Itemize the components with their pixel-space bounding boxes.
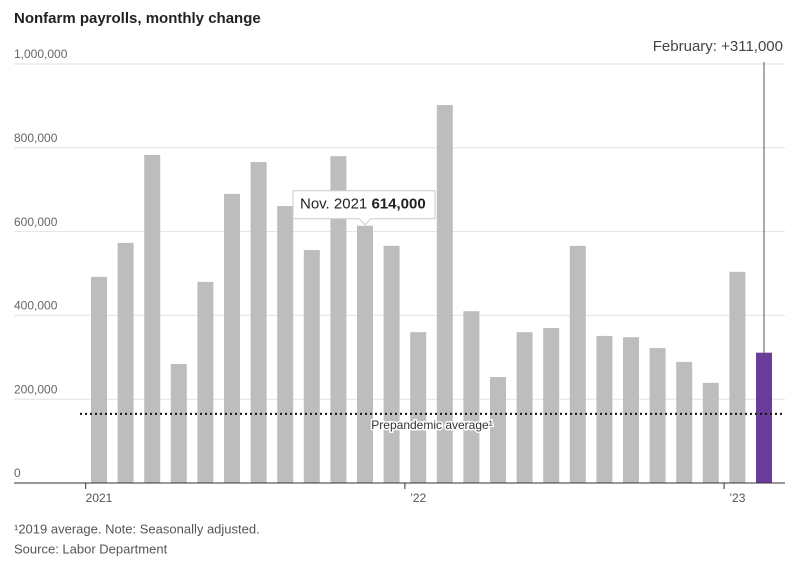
bar bbox=[224, 193, 240, 483]
y-tick-label: 1,000,000 bbox=[14, 47, 68, 61]
chart-title: Nonfarm payrolls, monthly change bbox=[14, 10, 261, 27]
bar bbox=[649, 348, 666, 483]
footnote: ¹2019 average. Note: Seasonally adjusted… bbox=[14, 521, 260, 536]
callout-label: February: +311,000 bbox=[653, 38, 783, 55]
tooltip-label: Nov. 2021 bbox=[300, 196, 367, 213]
x-tick-label: ’23 bbox=[729, 491, 745, 505]
bar bbox=[490, 376, 506, 483]
bar bbox=[410, 332, 427, 483]
tooltip-box bbox=[292, 190, 436, 226]
bar bbox=[569, 245, 586, 483]
bar bbox=[756, 352, 772, 483]
bar bbox=[330, 156, 347, 483]
bar bbox=[729, 271, 746, 483]
source: Source: Labor Department bbox=[14, 541, 168, 556]
x-tick-label: 2021 bbox=[86, 491, 113, 505]
bar bbox=[623, 337, 639, 483]
tooltip-text: Nov. 2021 614,000 bbox=[300, 196, 426, 213]
bar bbox=[277, 206, 294, 483]
y-tick-label: 0 bbox=[14, 466, 21, 480]
y-tick-label: 400,000 bbox=[14, 299, 58, 313]
bar bbox=[91, 276, 107, 483]
tooltip-value: 614,000 bbox=[371, 196, 425, 213]
bar bbox=[543, 327, 560, 483]
bar bbox=[383, 245, 400, 483]
bar bbox=[676, 361, 693, 483]
bar bbox=[463, 311, 480, 483]
bar bbox=[516, 332, 533, 483]
bar bbox=[117, 242, 134, 483]
bar bbox=[596, 335, 613, 483]
x-tick-label: ’22 bbox=[410, 491, 426, 505]
bar bbox=[303, 250, 320, 483]
bar bbox=[197, 281, 214, 483]
bar bbox=[436, 105, 453, 483]
y-tick-label: 800,000 bbox=[14, 131, 58, 145]
reference-label: Prepandemic average¹ bbox=[371, 418, 492, 432]
bar bbox=[357, 225, 373, 483]
bar bbox=[702, 382, 719, 483]
bar bbox=[170, 364, 187, 483]
bar bbox=[250, 162, 267, 483]
bar bbox=[144, 154, 161, 483]
y-tick-label: 200,000 bbox=[14, 382, 58, 396]
y-tick-label: 600,000 bbox=[14, 215, 58, 229]
